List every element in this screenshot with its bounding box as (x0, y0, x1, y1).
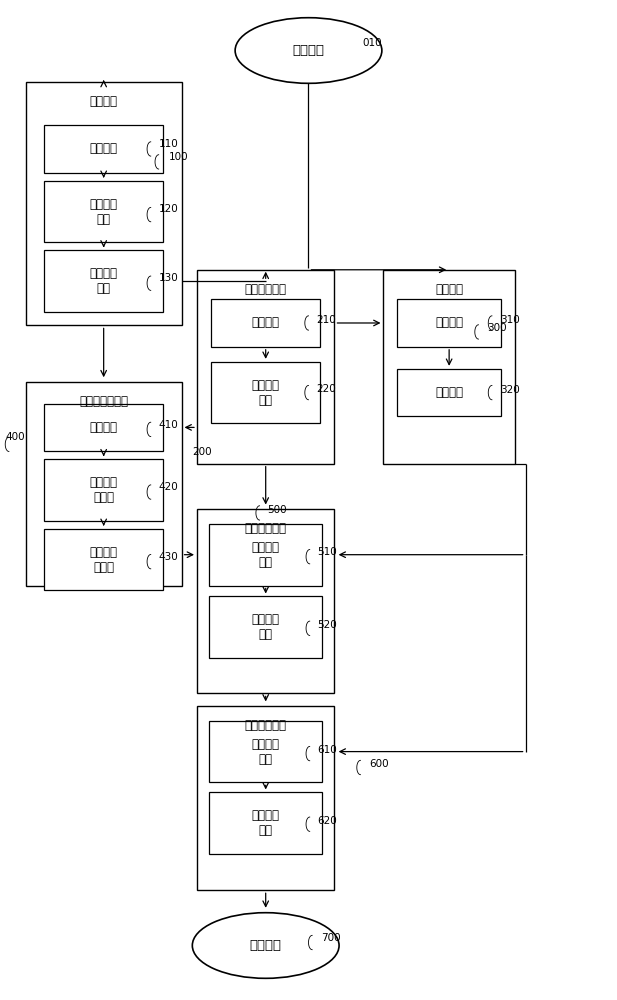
Text: 输出模块: 输出模块 (250, 939, 282, 952)
FancyBboxPatch shape (197, 706, 334, 890)
Text: 310: 310 (500, 315, 520, 325)
Text: 400: 400 (6, 432, 25, 442)
FancyBboxPatch shape (44, 459, 164, 521)
Text: 输入模块: 输入模块 (292, 44, 325, 57)
Text: 300: 300 (487, 323, 507, 333)
Text: 第二获取
单元: 第二获取 单元 (252, 738, 280, 766)
Text: 420: 420 (159, 482, 178, 492)
Text: 计算单元: 计算单元 (252, 316, 280, 329)
Text: 对比度系
数单元: 对比度系 数单元 (89, 476, 118, 504)
Text: 700: 700 (321, 933, 341, 943)
Text: 320: 320 (500, 385, 520, 395)
FancyBboxPatch shape (209, 524, 322, 586)
Text: 520: 520 (318, 620, 337, 630)
Text: 600: 600 (370, 759, 389, 769)
FancyBboxPatch shape (383, 270, 515, 464)
Text: 410: 410 (159, 420, 178, 430)
FancyBboxPatch shape (397, 299, 501, 347)
FancyBboxPatch shape (44, 181, 164, 242)
FancyBboxPatch shape (211, 362, 320, 423)
Text: 查表单元: 查表单元 (435, 316, 463, 329)
Text: 500: 500 (267, 505, 286, 515)
Text: 610: 610 (318, 745, 337, 755)
Text: 第二合成
单元: 第二合成 单元 (252, 809, 280, 837)
Text: 620: 620 (318, 816, 337, 826)
Text: 220: 220 (317, 384, 336, 394)
Text: 第一合成
单元: 第一合成 单元 (252, 613, 280, 641)
FancyBboxPatch shape (209, 721, 322, 782)
Text: 210: 210 (317, 315, 336, 325)
FancyBboxPatch shape (44, 125, 164, 173)
Text: 对比度增
强单元: 对比度增 强单元 (89, 546, 118, 574)
Ellipse shape (193, 913, 339, 978)
Text: 对比度增强模块: 对比度增强模块 (79, 395, 128, 408)
Text: 第一合成模块: 第一合成模块 (245, 522, 287, 535)
Text: 510: 510 (318, 547, 337, 557)
FancyBboxPatch shape (26, 82, 181, 325)
FancyBboxPatch shape (209, 596, 322, 658)
Text: 插值放大
单元: 插值放大 单元 (89, 267, 118, 295)
FancyBboxPatch shape (44, 404, 164, 451)
FancyBboxPatch shape (44, 529, 164, 590)
FancyBboxPatch shape (197, 509, 334, 693)
Text: 010: 010 (362, 38, 382, 48)
Text: 第一获取
单元: 第一获取 单元 (252, 541, 280, 569)
FancyBboxPatch shape (209, 792, 322, 854)
Text: 转换函数
单元: 转换函数 单元 (252, 379, 280, 407)
Text: 130: 130 (159, 273, 178, 283)
FancyBboxPatch shape (211, 299, 320, 347)
FancyBboxPatch shape (44, 250, 164, 312)
FancyBboxPatch shape (397, 369, 501, 416)
FancyBboxPatch shape (197, 270, 334, 464)
Text: 缩小单元: 缩小单元 (89, 142, 118, 155)
Text: 120: 120 (159, 204, 178, 214)
Text: 100: 100 (169, 152, 189, 162)
Text: 转换函数模块: 转换函数模块 (245, 283, 287, 296)
Text: 均值滤波
单元: 均值滤波 单元 (89, 198, 118, 226)
Text: 200: 200 (193, 447, 212, 457)
Text: 计算模块: 计算模块 (89, 95, 118, 108)
Text: 430: 430 (159, 552, 178, 562)
Text: 插值单元: 插值单元 (435, 386, 463, 399)
Ellipse shape (235, 18, 382, 83)
Text: 110: 110 (159, 139, 178, 149)
Text: 压缩模块: 压缩模块 (435, 283, 463, 296)
Text: 转换单元: 转换单元 (89, 421, 118, 434)
FancyBboxPatch shape (26, 382, 181, 586)
Text: 第二合成模块: 第二合成模块 (245, 719, 287, 732)
